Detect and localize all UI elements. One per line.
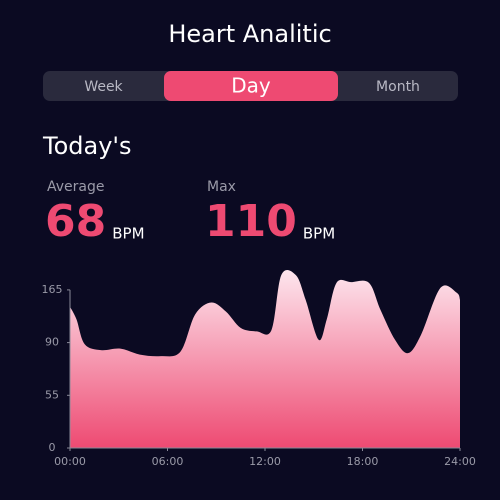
stat-label: Average (47, 179, 105, 195)
tab-active[interactable] (164, 71, 338, 101)
y-tick-label: 90 (45, 336, 59, 349)
y-tick-label: 55 (45, 388, 59, 401)
x-tick-label: 00:00 (54, 455, 86, 468)
stat-label: Max (207, 179, 236, 195)
title: Heart Analitic (168, 20, 331, 48)
x-tick-label: 18:00 (347, 455, 379, 468)
section-title: Today's (42, 132, 132, 160)
stat-value: 110 (205, 196, 297, 247)
y-tick-label: 165 (42, 283, 63, 296)
x-tick-label: 12:00 (249, 455, 281, 468)
y-tick-label: 0 (49, 441, 56, 454)
tab-label[interactable]: Day (231, 74, 271, 98)
x-tick-label: 24:00 (444, 455, 476, 468)
x-tick-label: 06:00 (152, 455, 184, 468)
stat-unit: BPM (303, 225, 335, 243)
tab-label[interactable]: Month (376, 79, 420, 95)
heart-rate-area (70, 270, 460, 448)
stat-value: 68 (45, 196, 106, 247)
stat-unit: BPM (112, 225, 144, 243)
tab-label[interactable]: Week (84, 79, 123, 95)
